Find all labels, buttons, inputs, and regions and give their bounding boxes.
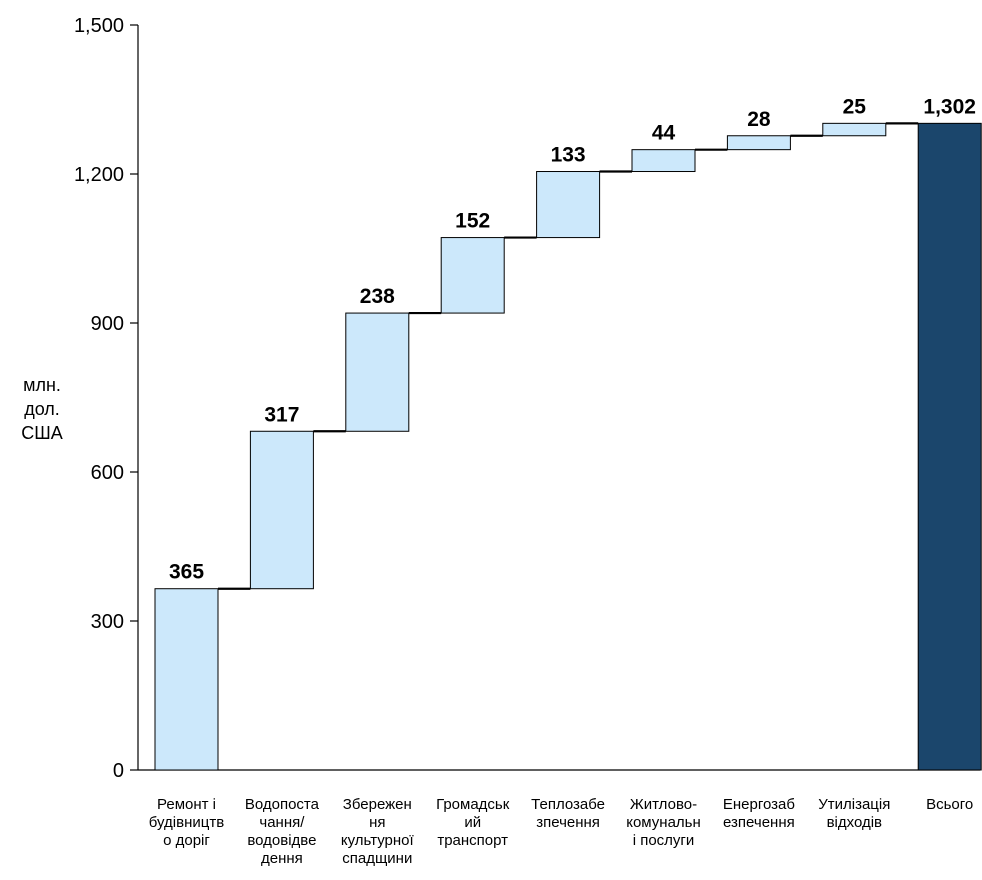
category-label-line: Ремонт і — [157, 796, 216, 813]
category-label-line: Водопоста — [245, 796, 320, 813]
category-labels: Ремонт і будівництв о доріг Водопоста чання/… — [149, 796, 973, 867]
category-label-line: чання/ — [259, 814, 305, 831]
value-label: 25 — [843, 95, 867, 118]
value-label: 238 — [360, 285, 395, 308]
bar-total — [917, 122, 982, 771]
bar-increment — [536, 171, 601, 239]
y-tick-label: 1,200 — [74, 164, 124, 186]
y-axis-label: млн. дол. США — [21, 375, 63, 443]
value-label: 317 — [264, 403, 299, 426]
value-label: 44 — [652, 122, 676, 145]
y-axis: 0 300 600 900 1,200 1,500 — [74, 15, 139, 782]
category-label-line: культурної — [341, 832, 415, 849]
category-label-line: Громадськ — [436, 796, 510, 813]
category-label-line: Теплозабе — [531, 796, 605, 813]
bar-increment — [631, 149, 696, 173]
bar-increment — [726, 135, 791, 151]
y-axis-title: млн. дол. США — [21, 375, 63, 443]
category-label-line: о доріг — [163, 832, 210, 849]
category-label: Всього — [926, 796, 973, 813]
category-label-line: транспорт — [437, 832, 508, 849]
y-axis-title-line: США — [21, 423, 63, 443]
y-tick-label: 0 — [113, 760, 124, 782]
value-label: 152 — [455, 210, 490, 233]
value-label: 365 — [169, 561, 204, 584]
category-label-line: ий — [464, 814, 481, 831]
category-label-line: ня — [369, 814, 385, 831]
category-label-line: і послуги — [633, 832, 695, 849]
y-tick-label: 900 — [91, 313, 124, 335]
category-label-line: езпечення — [723, 814, 795, 831]
value-labels: 365 317 238 152 133 44 28 25 1,302 — [169, 95, 976, 583]
bar-increment — [154, 588, 219, 771]
category-label: Водопоста чання/водовідве дення — [245, 796, 320, 867]
y-axis-title-line: дол. — [24, 399, 60, 419]
category-label-line: зпечення — [536, 814, 600, 831]
y-tick-label: 600 — [91, 462, 124, 484]
category-label-line: дення — [261, 850, 303, 867]
category-label-line: Житлово- — [630, 796, 697, 813]
y-axis-title-line: млн. — [23, 375, 61, 395]
category-label: Житлово-комунальн і послуги — [626, 796, 701, 849]
category-label: Енергозаб езпечення — [723, 796, 795, 831]
bar-increment — [822, 122, 887, 137]
category-label-line: водовідве — [247, 832, 316, 849]
y-tick-label: 1,500 — [74, 15, 124, 37]
category-label-line: відходів — [827, 814, 882, 831]
category-label-line: будівництв — [149, 814, 224, 831]
y-tick-label: 300 — [91, 611, 124, 633]
bar-increment — [345, 312, 410, 432]
bars — [154, 122, 982, 771]
category-label-line: Збережен — [343, 796, 412, 813]
connector-lines — [218, 122, 919, 590]
category-label: Збережен ня культурної спадщини — [341, 796, 415, 867]
category-label-line: Утилізація — [818, 796, 890, 813]
value-label: 1,302 — [923, 95, 976, 118]
value-label: 28 — [747, 108, 771, 131]
bar-increment — [440, 237, 505, 314]
category-label-line: Енергозаб — [723, 796, 795, 813]
value-label: 133 — [551, 144, 586, 167]
category-label: Громадськ ий транспорт — [436, 796, 510, 849]
category-label: Утилізація відходів — [818, 796, 890, 831]
bar-increment — [249, 430, 314, 590]
category-label: Ремонт і будівництв о доріг — [149, 796, 224, 849]
category-label-line: спадщини — [342, 850, 412, 867]
category-label: Теплозабе зпечення — [531, 796, 605, 831]
category-label-line: комунальн — [626, 814, 701, 831]
category-label-line: Всього — [926, 796, 973, 813]
